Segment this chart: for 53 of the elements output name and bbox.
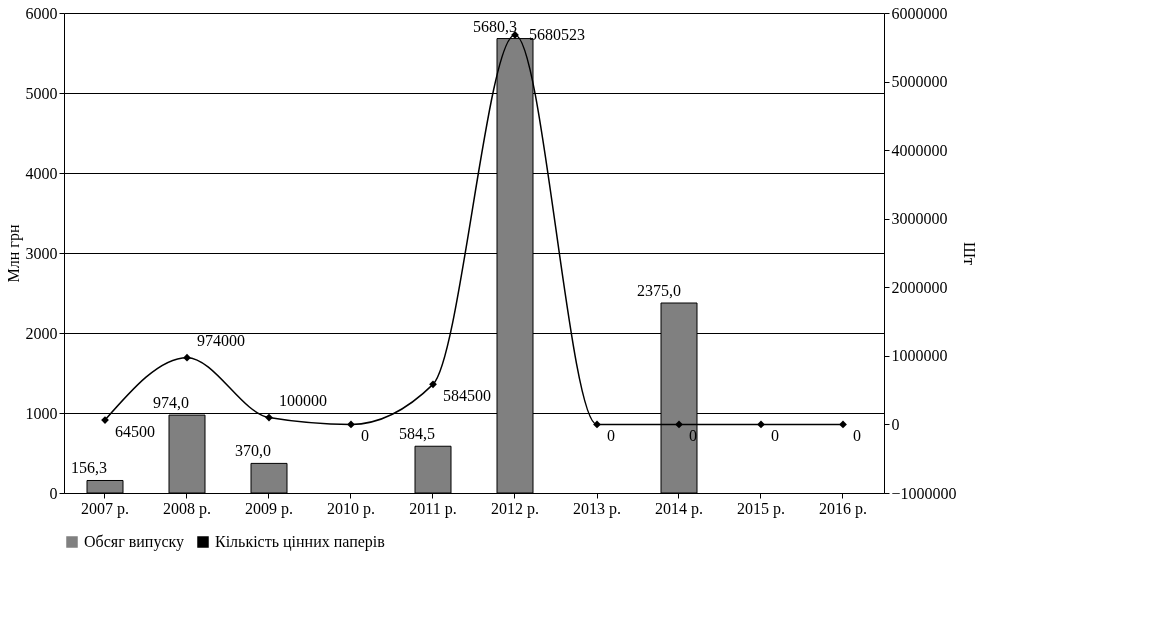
data-label: 5680,3 (473, 17, 517, 35)
y-tick-label: 6000 (25, 4, 58, 22)
data-label: 584500 (443, 387, 491, 405)
x-tick-label: 2008 р. (163, 499, 211, 518)
point (593, 420, 601, 429)
x-tick-label: 2013 р. (573, 499, 621, 518)
data-label: 100000 (279, 391, 327, 409)
y-tick-label: 1000 (25, 404, 58, 422)
y-axis-title: Млн грн (4, 224, 23, 283)
y-tick-label: 5000 (25, 84, 58, 102)
data-label: 0 (771, 427, 779, 445)
y2-tick-label: 3000000 (891, 210, 948, 228)
x-tick-label: 2009 р. (245, 499, 293, 518)
y-tick-label: 3000 (25, 244, 58, 262)
data-label: 974,0 (153, 394, 189, 412)
y2-tick-label: 5000000 (891, 73, 948, 91)
data-label: 974000 (197, 331, 245, 349)
y-tick-label: 0 (49, 484, 58, 502)
legend-label: Обсяг випуску (84, 533, 185, 551)
point (757, 420, 765, 429)
data-label: 64500 (115, 423, 155, 441)
point (183, 353, 191, 362)
x-tick-label: 2010 р. (327, 499, 375, 518)
data-label: 5680523 (529, 25, 585, 43)
x-tick-label: 2014 р. (655, 499, 703, 518)
y-tick-label: 2000 (25, 324, 58, 342)
data-label: 156,3 (71, 459, 107, 477)
data-label: 370,0 (235, 442, 271, 460)
legend-label: Кількість цінних паперів (215, 533, 386, 551)
point (839, 420, 847, 429)
y2-tick-label: −1000000 (891, 484, 957, 502)
y2-axis-title: Шт (960, 241, 978, 266)
x-tick-label: 2016 р. (819, 499, 867, 518)
data-label: 0 (607, 427, 615, 445)
x-tick-label: 2011 р. (409, 499, 457, 518)
y2-tick-label: 2000000 (891, 278, 948, 296)
x-tick-label: 2015 р. (737, 499, 785, 518)
data-label: 0 (853, 427, 861, 445)
data-label: 584,5 (399, 425, 435, 443)
y-tick-label: 4000 (25, 164, 58, 182)
point (265, 413, 273, 422)
y2-tick-label: 1000000 (891, 347, 948, 365)
data-label: 0 (689, 427, 697, 445)
x-tick-label: 2012 р. (491, 499, 539, 518)
y2-tick-label: 0 (891, 415, 900, 433)
y2-tick-label: 6000000 (891, 4, 948, 22)
point (347, 420, 355, 429)
x-tick-label: 2007 р. (81, 499, 129, 518)
point (429, 380, 437, 389)
point (675, 420, 683, 429)
data-label: 2375,0 (637, 282, 681, 299)
data-label: 0 (361, 427, 369, 445)
y2-tick-label: 4000000 (891, 141, 948, 159)
